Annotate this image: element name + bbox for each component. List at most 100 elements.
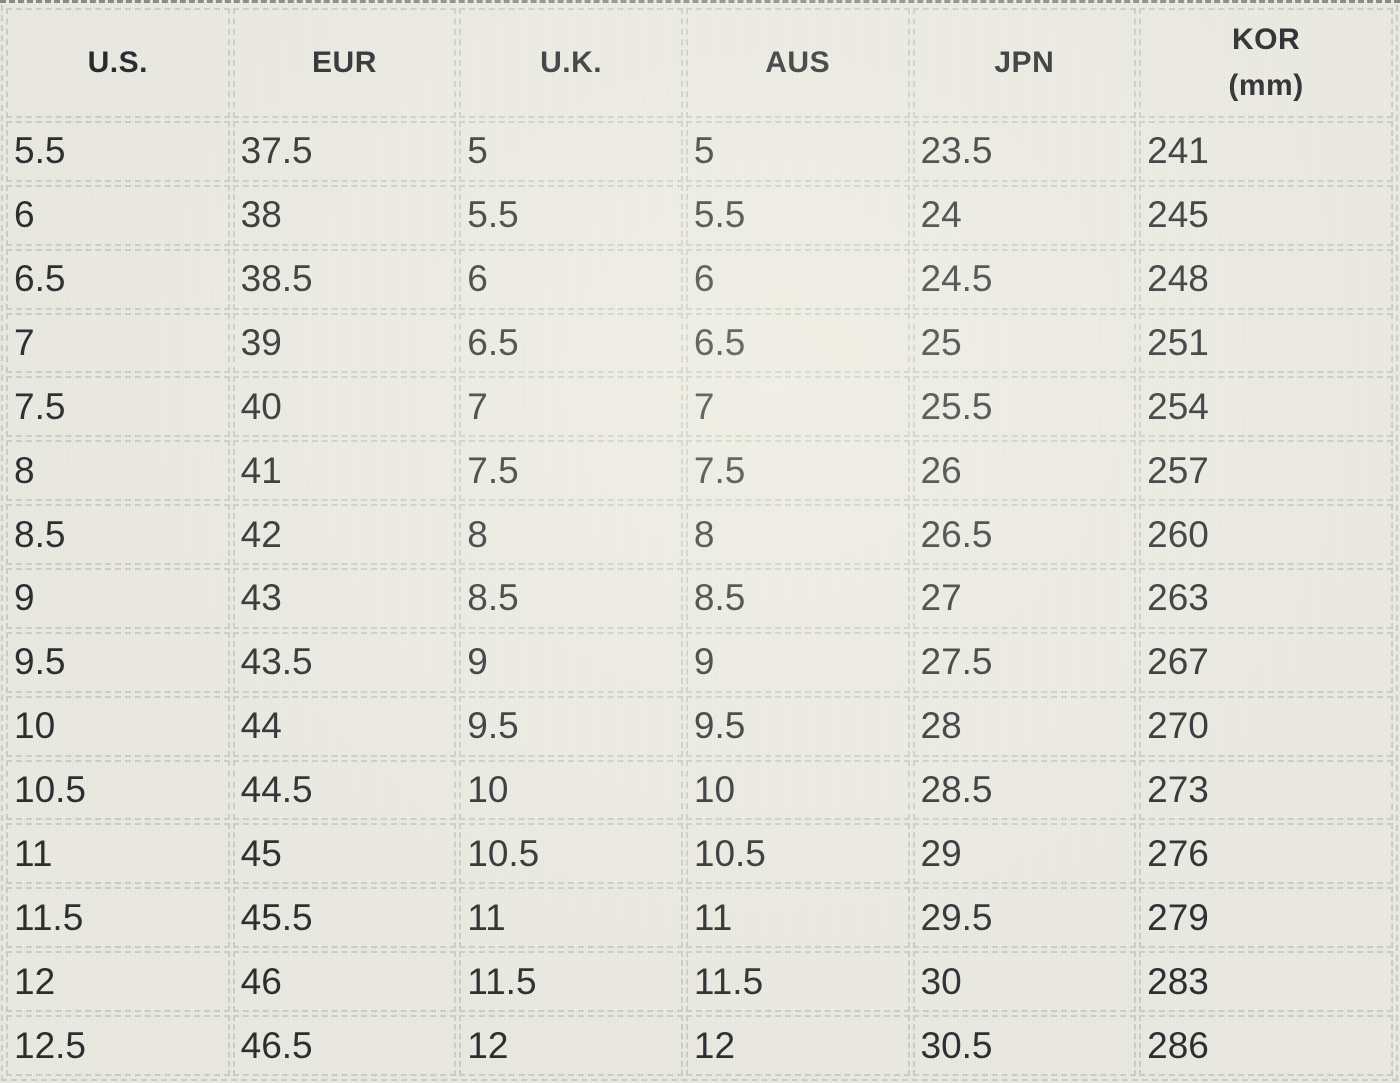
table-cell: 12: [685, 1015, 910, 1076]
table-row: 12 46 11.5 11.5 30 283: [6, 951, 1393, 1013]
table-cell: 38: [232, 184, 457, 246]
table-row: 6 38 5.5 5.5 24 245: [6, 184, 1393, 246]
table-cell: 9.5: [459, 695, 683, 757]
table-cell: 24: [912, 184, 1137, 246]
column-header-label: JPN: [994, 46, 1055, 79]
table-cell: 5.5: [459, 184, 683, 246]
table-cell: 8.5: [685, 568, 910, 629]
table-cell: 26.5: [912, 504, 1137, 566]
table-row: 12.5 46.5 12 12 30.5 286: [6, 1015, 1393, 1076]
column-header-label: U.K.: [540, 46, 603, 79]
column-header-sublabel: (mm): [1228, 69, 1304, 102]
table-cell: 6.5: [685, 312, 910, 374]
table-row: 9.5 43.5 9 9 27.5 267: [6, 631, 1393, 693]
table-cell: 10: [6, 695, 230, 757]
table-cell: 45.5: [232, 887, 457, 949]
column-header-label: U.S.: [87, 46, 148, 79]
table-cell: 38.5: [232, 248, 457, 310]
table-cell: 5: [685, 121, 910, 182]
column-header-jpn: JPN: [912, 8, 1137, 118]
table-cell: 248: [1139, 248, 1393, 310]
table-cell: 9.5: [6, 631, 230, 693]
table-cell: 45: [232, 823, 457, 885]
table-cell: 44.5: [232, 759, 457, 821]
table-cell: 41: [232, 440, 457, 502]
table-cell: 7.5: [6, 376, 230, 438]
table-cell: 9.5: [685, 695, 910, 757]
table-cell: 9: [6, 568, 230, 629]
table-row: 10.5 44.5 10 10 28.5 273: [6, 759, 1393, 821]
table-cell: 30: [912, 951, 1137, 1013]
table-cell: 10.5: [459, 823, 683, 885]
table-cell: 30.5: [912, 1015, 1137, 1076]
table-cell: 7.5: [685, 440, 910, 502]
table-cell: 260: [1139, 504, 1393, 566]
table-row: 8.5 42 8 8 26.5 260: [6, 504, 1393, 566]
table-cell: 27.5: [912, 631, 1137, 693]
table-cell: 11.5: [685, 951, 910, 1013]
table-cell: 37.5: [232, 121, 457, 182]
table-cell: 12.5: [6, 1015, 230, 1076]
table-cell: 8: [685, 504, 910, 566]
column-header-label: AUS: [765, 46, 831, 79]
table-cell: 5: [459, 121, 683, 182]
table-row: 11.5 45.5 11 11 29.5 279: [6, 887, 1393, 949]
table-cell: 279: [1139, 887, 1393, 949]
table-row: 7.5 40 7 7 25.5 254: [6, 376, 1393, 438]
table-cell: 7: [6, 312, 230, 374]
table-cell: 276: [1139, 823, 1393, 885]
column-header-kor: KOR (mm): [1139, 8, 1393, 118]
table-cell: 11: [685, 887, 910, 949]
table-cell: 29: [912, 823, 1137, 885]
table-cell: 8.5: [459, 568, 683, 629]
table-row: 9 43 8.5 8.5 27 263: [6, 568, 1393, 629]
table-cell: 263: [1139, 568, 1393, 629]
table-cell: 9: [459, 631, 683, 693]
size-conversion-chart: U.S. EUR U.K. AUS JPN KOR (mm) 5.5 37.5 5 5 23.5 24…: [1, 5, 1398, 1081]
table-cell: 283: [1139, 951, 1393, 1013]
table-cell: 43.5: [232, 631, 457, 693]
column-header-label: EUR: [312, 46, 377, 79]
table-cell: 9: [685, 631, 910, 693]
table-cell: 5.5: [6, 121, 230, 182]
table-cell: 6.5: [6, 248, 230, 310]
table-row: 8 41 7.5 7.5 26 257: [6, 440, 1393, 502]
table-cell: 12: [459, 1015, 683, 1076]
header-row: U.S. EUR U.K. AUS JPN KOR (mm): [6, 8, 1393, 118]
table-cell: 11.5: [459, 951, 683, 1013]
table-cell: 8.5: [6, 504, 230, 566]
table-row: 10 44 9.5 9.5 28 270: [6, 695, 1393, 757]
table-cell: 25: [912, 312, 1137, 374]
table-row: 6.5 38.5 6 6 24.5 248: [6, 248, 1393, 310]
table-cell: 44: [232, 695, 457, 757]
table-outer-top-border: [0, 0, 1400, 3]
table-cell: 241: [1139, 121, 1393, 182]
table-cell: 270: [1139, 695, 1393, 757]
table-cell: 11.5: [6, 887, 230, 949]
table-cell: 8: [459, 504, 683, 566]
table-cell: 40: [232, 376, 457, 438]
column-header-eur: EUR: [232, 8, 457, 118]
table-cell: 46.5: [232, 1015, 457, 1076]
table-cell: 286: [1139, 1015, 1393, 1076]
size-conversion-table: U.S. EUR U.K. AUS JPN KOR (mm) 5.5 37.5 5 5 23.5 24…: [3, 5, 1396, 1079]
column-header-us: U.S.: [6, 8, 230, 118]
table-cell: 28.5: [912, 759, 1137, 821]
table-cell: 12: [6, 951, 230, 1013]
table-cell: 26: [912, 440, 1137, 502]
table-cell: 7: [685, 376, 910, 438]
table-cell: 251: [1139, 312, 1393, 374]
table-cell: 8: [6, 440, 230, 502]
table-cell: 5.5: [685, 184, 910, 246]
table-cell: 6.5: [459, 312, 683, 374]
table-cell: 39: [232, 312, 457, 374]
table-cell: 11: [459, 887, 683, 949]
table-cell: 7: [459, 376, 683, 438]
table-row: 11 45 10.5 10.5 29 276: [6, 823, 1393, 885]
table-cell: 245: [1139, 184, 1393, 246]
column-header-aus: AUS: [685, 8, 910, 118]
table-cell: 23.5: [912, 121, 1137, 182]
table-cell: 42: [232, 504, 457, 566]
table-cell: 10: [685, 759, 910, 821]
table-cell: 6: [459, 248, 683, 310]
